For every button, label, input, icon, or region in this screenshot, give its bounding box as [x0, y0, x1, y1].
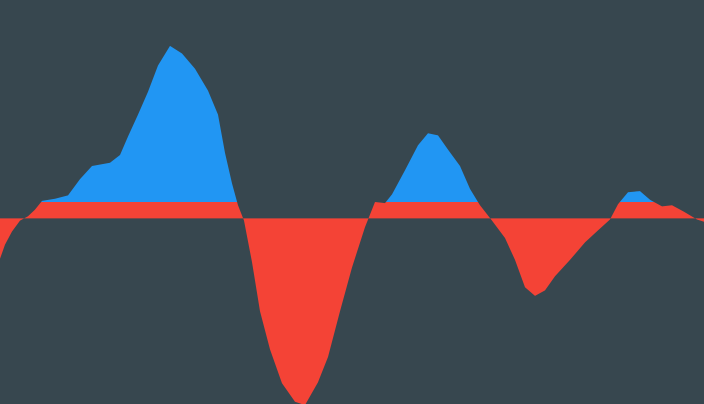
negative-area — [0, 202, 704, 404]
positive-area — [41, 45, 654, 202]
